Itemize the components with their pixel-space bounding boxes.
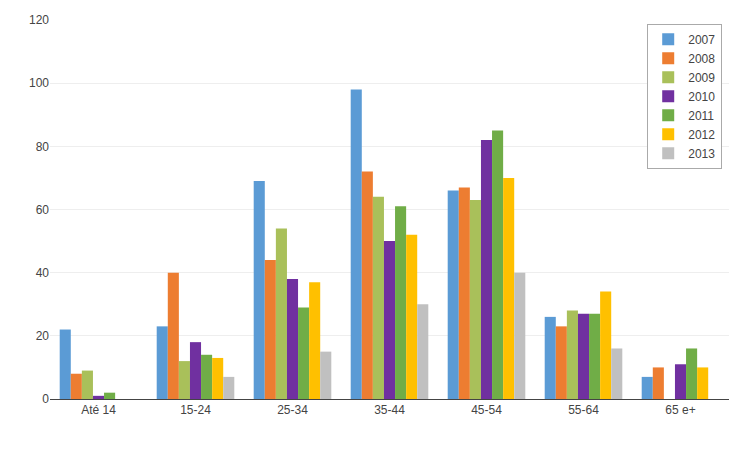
svg-text:2013: 2013 bbox=[688, 147, 715, 161]
svg-text:120: 120 bbox=[29, 13, 49, 27]
svg-text:45-54: 45-54 bbox=[471, 403, 502, 417]
svg-text:35-44: 35-44 bbox=[374, 403, 405, 417]
svg-text:55-64: 55-64 bbox=[568, 403, 599, 417]
svg-text:60: 60 bbox=[36, 203, 50, 217]
svg-text:20: 20 bbox=[36, 329, 50, 343]
svg-text:40: 40 bbox=[36, 266, 50, 280]
svg-text:Até 14: Até 14 bbox=[81, 403, 116, 417]
svg-text:2011: 2011 bbox=[688, 109, 714, 123]
svg-text:2010: 2010 bbox=[688, 90, 715, 104]
svg-text:0: 0 bbox=[42, 392, 49, 406]
svg-text:2009: 2009 bbox=[688, 71, 715, 85]
svg-text:80: 80 bbox=[36, 140, 50, 154]
svg-text:65 e+: 65 e+ bbox=[665, 403, 695, 417]
svg-text:2007: 2007 bbox=[688, 33, 715, 47]
svg-text:2012: 2012 bbox=[688, 128, 715, 142]
svg-text:2008: 2008 bbox=[688, 52, 715, 66]
svg-text:100: 100 bbox=[29, 76, 49, 90]
svg-text:25-34: 25-34 bbox=[277, 403, 308, 417]
svg-text:15-24: 15-24 bbox=[180, 403, 211, 417]
